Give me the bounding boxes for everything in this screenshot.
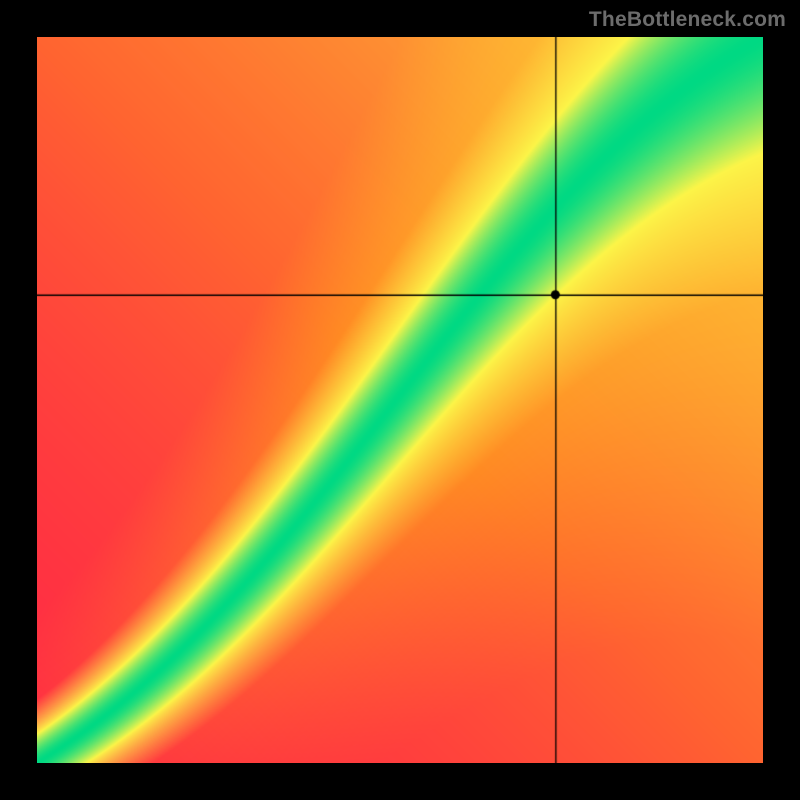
chart-stage: TheBottleneck.com bbox=[0, 0, 800, 800]
bottleneck-heatmap bbox=[37, 37, 763, 763]
watermark-text: TheBottleneck.com bbox=[589, 8, 786, 32]
